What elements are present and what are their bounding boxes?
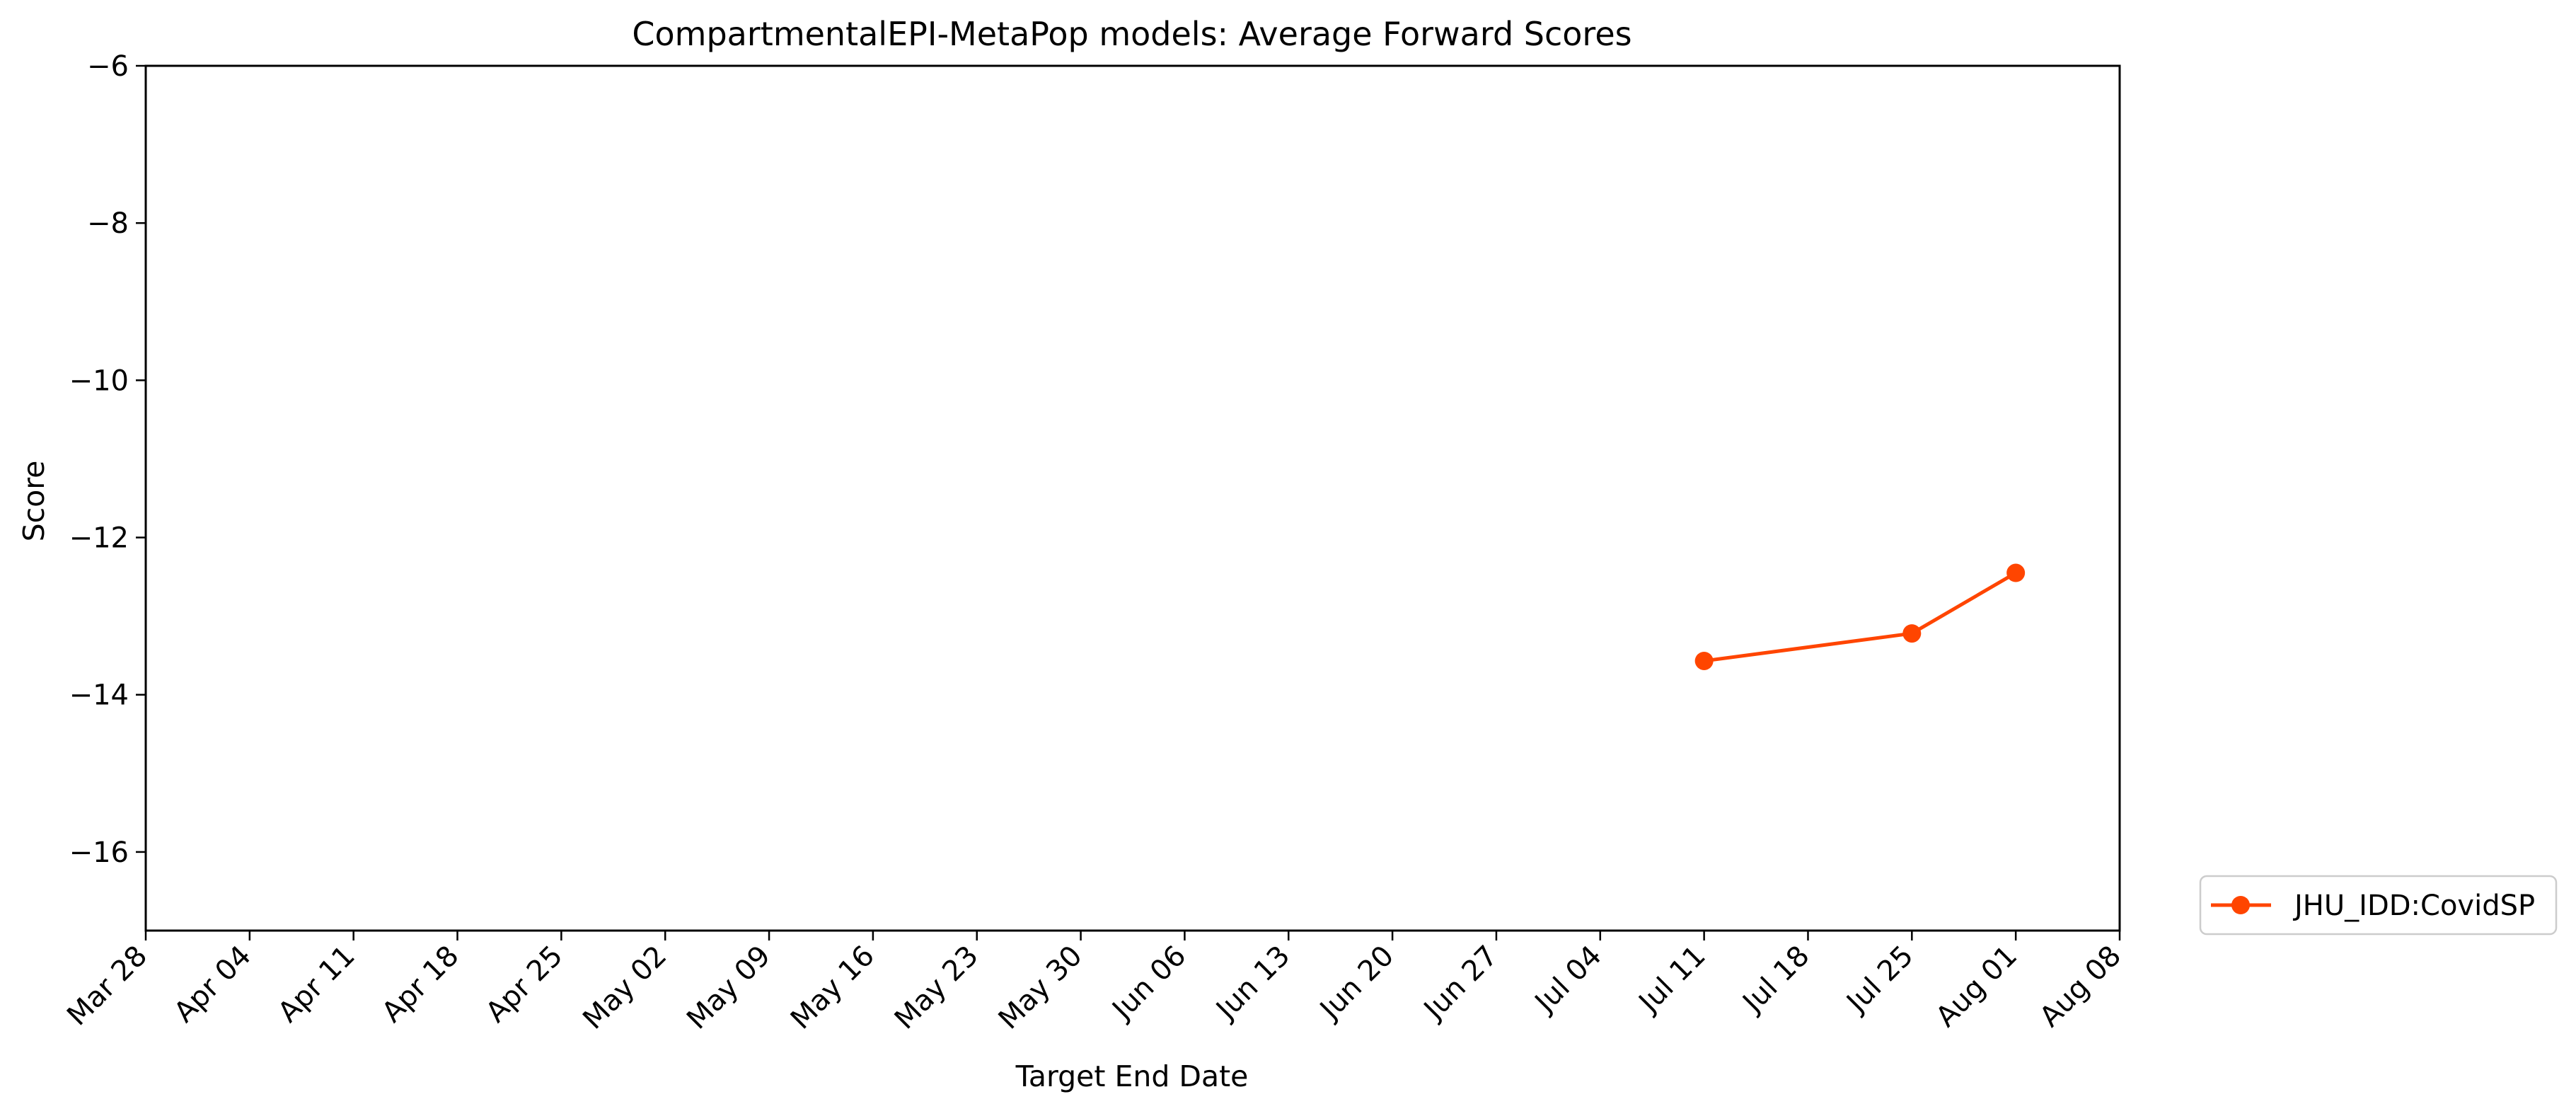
x-tick-label: May 16 xyxy=(785,940,881,1036)
x-tick-label: Mar 28 xyxy=(61,940,154,1032)
series-layer xyxy=(1694,563,2026,670)
legend-box xyxy=(2199,875,2558,936)
x-tick-label: Jul 11 xyxy=(1631,940,1712,1020)
x-axis-ticks: Mar 28 Apr 04 Apr 11 Apr 18 Apr 25 May 02 May … xyxy=(61,931,2127,1036)
x-tick-label: May 09 xyxy=(681,940,777,1036)
legend: JHU_IDD:CovidSP xyxy=(2199,875,2558,936)
x-tick-label: May 23 xyxy=(889,940,985,1036)
x-tick-label: Aug 08 xyxy=(2033,940,2127,1034)
x-tick-label: Apr 04 xyxy=(168,940,257,1029)
x-tick-label: Jul 25 xyxy=(1839,940,1920,1020)
legend-label: JHU_IDD:CovidSP xyxy=(2292,890,2535,922)
legend-marker-swatch xyxy=(2231,896,2250,914)
data-point xyxy=(1902,624,1922,643)
x-tick-label: Jul 18 xyxy=(1735,940,1816,1020)
data-point xyxy=(1694,651,1714,670)
y-tick-label: −10 xyxy=(69,364,129,397)
y-tick-label: −14 xyxy=(69,679,129,712)
y-tick-label: −16 xyxy=(69,836,129,869)
x-tick-label: Jun 27 xyxy=(1416,940,1504,1028)
x-tick-label: Apr 18 xyxy=(376,940,465,1029)
x-tick-label: Jun 06 xyxy=(1105,940,1193,1028)
x-tick-label: Apr 11 xyxy=(272,940,361,1029)
y-axis-label: Score xyxy=(17,461,51,542)
series-line xyxy=(1704,571,2017,663)
y-tick-label: −12 xyxy=(69,522,129,555)
x-tick-label: May 02 xyxy=(577,940,673,1036)
x-tick-label: Apr 25 xyxy=(480,940,569,1029)
y-tick-label: −6 xyxy=(87,50,129,83)
y-tick-label: −8 xyxy=(87,207,129,240)
x-tick-label: May 30 xyxy=(993,940,1089,1036)
x-axis-label: Target End Date xyxy=(1015,1059,1249,1093)
x-tick-label: Jul 04 xyxy=(1527,940,1608,1020)
plot-frame xyxy=(144,64,2121,932)
x-tick-label: Aug 01 xyxy=(1929,940,2023,1034)
x-tick-label: Jun 20 xyxy=(1312,940,1400,1028)
x-tick-label: Jun 13 xyxy=(1209,940,1297,1028)
y-axis-ticks: −6 −8 −10 −12 −14 −16 xyxy=(69,50,146,869)
chart-title: CompartmentalEPI-MetaPop models: Average… xyxy=(632,15,1631,53)
data-point xyxy=(2006,563,2026,582)
